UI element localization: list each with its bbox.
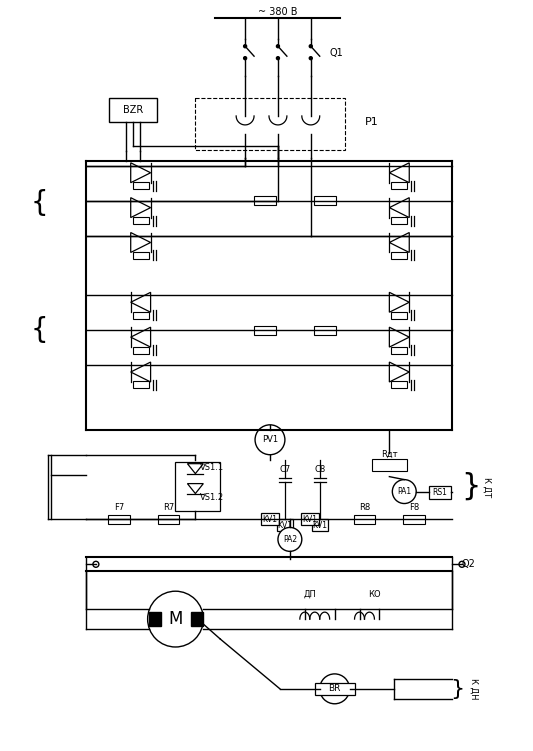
Bar (133, 382, 149, 388)
Circle shape (459, 561, 465, 567)
Bar (133, 347, 149, 354)
Text: ДП: ДП (303, 590, 316, 599)
Bar (315, 683, 354, 695)
Text: {: { (30, 189, 48, 217)
Bar (254, 196, 276, 205)
Bar (261, 514, 279, 526)
Text: PA1: PA1 (397, 487, 411, 496)
Bar (391, 382, 407, 388)
Text: Rдт: Rдт (381, 450, 398, 459)
Bar (133, 182, 149, 189)
Text: КО: КО (368, 590, 381, 599)
Circle shape (244, 56, 247, 59)
Circle shape (278, 527, 302, 551)
Text: RS1: RS1 (433, 488, 448, 497)
Text: C7: C7 (279, 465, 290, 474)
Text: KV1: KV1 (277, 521, 293, 530)
Text: }: } (450, 679, 464, 699)
Circle shape (309, 45, 312, 48)
Circle shape (309, 56, 312, 59)
Circle shape (148, 591, 203, 647)
Bar (391, 217, 407, 224)
Bar (149, 612, 160, 626)
Bar (314, 196, 336, 205)
Bar (353, 515, 375, 524)
Circle shape (255, 425, 285, 454)
Bar (314, 326, 336, 335)
Bar (108, 515, 130, 524)
Text: KV1: KV1 (302, 515, 317, 524)
Text: Q1: Q1 (330, 48, 343, 58)
Text: PA2: PA2 (283, 535, 297, 544)
Bar (429, 486, 451, 499)
Bar (391, 347, 407, 354)
Text: VS1.1: VS1.1 (200, 463, 224, 472)
Text: Q2: Q2 (462, 559, 476, 569)
Bar (403, 515, 425, 524)
Bar (175, 462, 220, 511)
Text: ~ 380 В: ~ 380 В (258, 8, 298, 17)
Bar (372, 459, 407, 471)
Bar (391, 182, 407, 189)
Text: F8: F8 (409, 503, 419, 512)
Bar (277, 520, 293, 532)
Text: KV1: KV1 (262, 515, 278, 524)
Circle shape (244, 45, 247, 48)
Circle shape (93, 561, 99, 567)
Text: BR: BR (328, 684, 341, 693)
Bar (133, 312, 149, 318)
Bar (133, 252, 149, 259)
Text: C8: C8 (314, 465, 325, 474)
Circle shape (392, 480, 416, 503)
Text: К ДТ: К ДТ (482, 477, 491, 496)
Bar (109, 98, 157, 122)
Circle shape (277, 45, 279, 48)
Bar (191, 612, 203, 626)
Bar (391, 312, 407, 318)
Bar (158, 515, 180, 524)
Text: {: { (30, 316, 48, 344)
Circle shape (320, 674, 350, 704)
Text: R8: R8 (359, 503, 370, 512)
Text: BZR: BZR (123, 105, 143, 115)
Text: R7: R7 (163, 503, 174, 512)
Text: P1: P1 (365, 117, 378, 127)
Circle shape (277, 56, 279, 59)
Text: }: } (461, 472, 481, 501)
Text: KV1: KV1 (312, 521, 327, 530)
Text: M: M (168, 610, 183, 628)
Bar (254, 326, 276, 335)
Bar (391, 252, 407, 259)
Bar (196, 98, 345, 150)
Bar (133, 217, 149, 224)
Bar (312, 520, 328, 532)
Text: VS1.2: VS1.2 (200, 493, 224, 502)
Text: F7: F7 (114, 503, 124, 512)
Bar (301, 514, 319, 526)
Text: PV1: PV1 (262, 436, 278, 445)
Text: К ДН: К ДН (470, 678, 479, 700)
